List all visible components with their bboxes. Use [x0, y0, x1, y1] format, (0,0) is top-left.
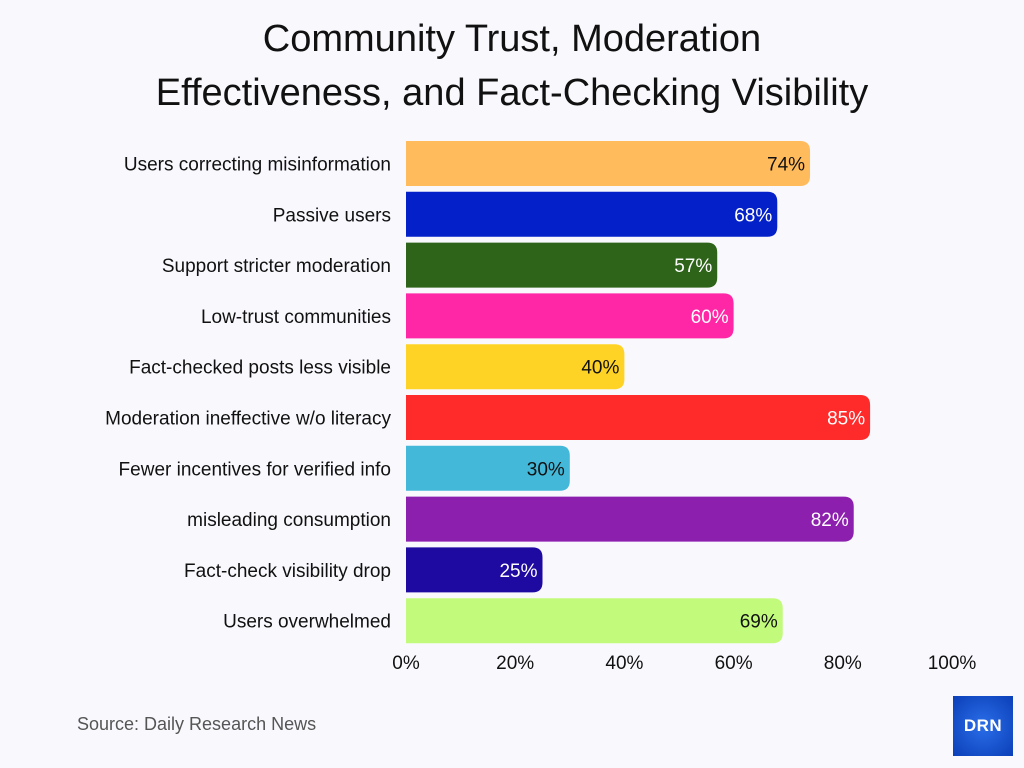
chart-title-line-1: Community Trust, Moderation	[262, 18, 762, 60]
chart-title: Community Trust, Moderation Effectivenes…	[0, 12, 1024, 120]
bar-value-label: 82%	[811, 510, 849, 531]
bar	[406, 242, 718, 288]
bar	[406, 445, 570, 491]
category-label: misleading consumption	[187, 510, 391, 531]
bar-value-label: 85%	[827, 409, 865, 430]
bar-value-label: 57%	[674, 256, 712, 277]
category-label: Passive users	[273, 205, 391, 226]
bar	[406, 141, 811, 186]
bar-value-label: 30%	[527, 459, 565, 480]
bar	[406, 547, 543, 593]
category-label: Fact-checked posts less visible	[129, 358, 391, 379]
bar-value-label: 74%	[767, 155, 805, 176]
category-label: Moderation ineffective w/o literacy	[105, 409, 391, 430]
drn-logo: DRN	[953, 696, 1013, 756]
bar-value-label: 25%	[499, 561, 537, 582]
logo-text: DRN	[963, 716, 1003, 735]
bar	[406, 496, 854, 542]
bar-value-label: 60%	[691, 307, 729, 328]
category-label: Fact-check visibility drop	[184, 561, 391, 582]
x-tick-label: 60%	[715, 653, 753, 674]
bar	[406, 395, 871, 440]
x-tick-label: 80%	[824, 653, 862, 674]
category-label: Users correcting misinformation	[124, 155, 391, 176]
x-tick-label: 20%	[496, 653, 534, 674]
category-label: Support stricter moderation	[162, 256, 391, 277]
chart-title-line-2: Effectiveness, and Fact-Checking Visibil…	[155, 72, 869, 114]
bar-chart: 74% Users correcting misinformation 68% Pas…	[105, 141, 977, 674]
bar	[406, 293, 734, 339]
bar	[406, 598, 783, 644]
bar-value-label: 40%	[581, 358, 619, 379]
category-label: Users overwhelmed	[223, 612, 391, 633]
x-tick-label: 40%	[605, 653, 643, 674]
bar	[406, 191, 778, 237]
category-label: Fewer incentives for verified info	[119, 459, 391, 480]
category-label: Low-trust communities	[201, 307, 391, 328]
bar-value-label: 69%	[740, 612, 778, 633]
bar-value-label: 68%	[734, 205, 772, 226]
x-tick-label: 0%	[392, 653, 420, 674]
bar	[406, 344, 625, 390]
source-note: Source: Daily Research News	[77, 714, 317, 734]
x-tick-label: 100%	[928, 653, 977, 674]
